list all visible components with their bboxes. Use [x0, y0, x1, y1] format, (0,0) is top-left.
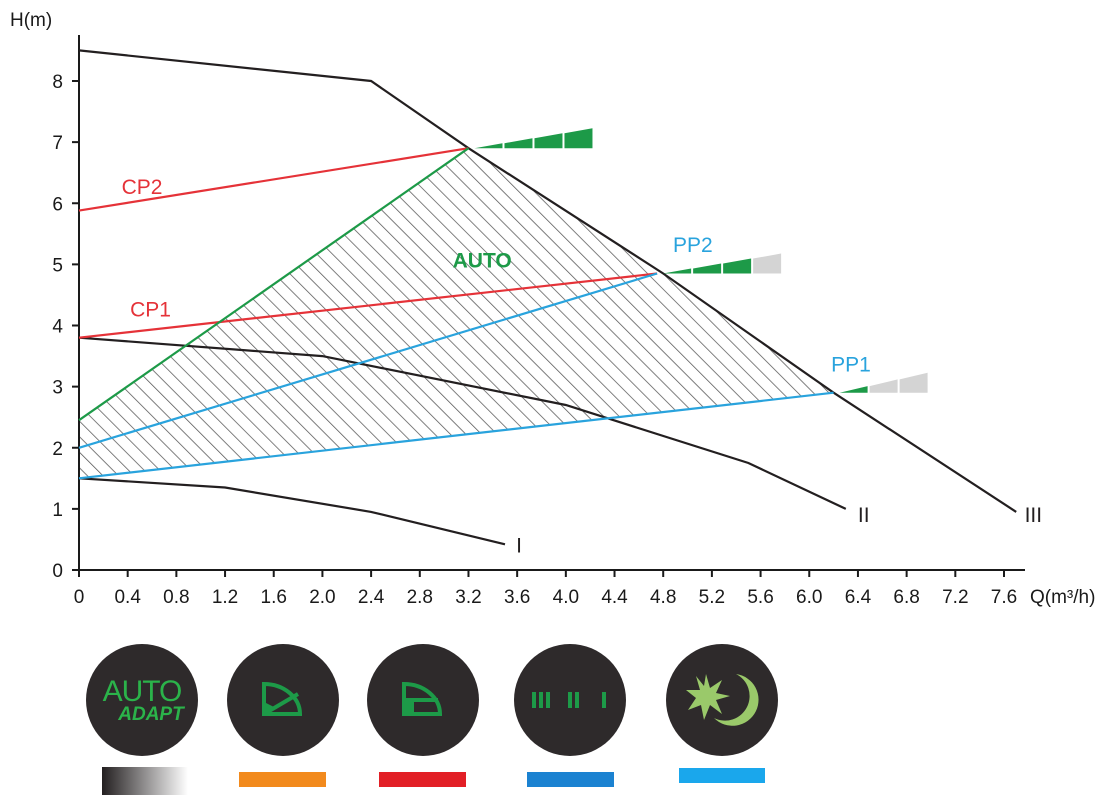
pump-curve-chart: 0 0.4 0.8 1.2 1.6 2.0 2.4 2.8 3.2 3.6 4.0 4.4 4.8 5.2…: [10, 10, 1095, 608]
x-tick-label: 1.2: [212, 587, 238, 608]
pp1-speed-indicator: [869, 379, 898, 393]
x-tick-label: 0.4: [114, 587, 141, 608]
fixed-speed-button[interactable]: [514, 644, 626, 756]
y-tick-label: 7: [52, 133, 63, 154]
auto-adapt-button[interactable]: AUTO ADAPT: [86, 644, 198, 756]
x-tick-label: 5.2: [699, 587, 725, 608]
curve-label-cp1: CP1: [130, 298, 171, 321]
pp2-speed-indicator: [723, 258, 752, 274]
x-tick-label: 5.6: [747, 587, 773, 608]
curve-label-i: I: [516, 534, 522, 557]
x-tick-label: 6.0: [796, 587, 822, 608]
auto-speed-indicator: [474, 143, 503, 149]
curve-label-cp2: CP2: [122, 176, 163, 199]
proportional-pressure-button[interactable]: [227, 644, 339, 756]
fixed-speed-icon: [532, 692, 606, 708]
x-tick-label: 2.8: [407, 587, 433, 608]
series-line-auto: [78, 147, 470, 422]
auto-speed-indicator: [504, 138, 533, 149]
auto-adapt-color-bar: [102, 767, 188, 795]
x-tick-label: 7.2: [942, 587, 968, 608]
series-line-pp1: [78, 391, 834, 480]
series-line-cp2: [78, 147, 469, 212]
constant-pressure-icon: [402, 681, 443, 716]
proportional-pressure-icon: [262, 681, 303, 716]
x-tick-label: 0: [74, 587, 85, 608]
constant-pressure-color-bar: [379, 772, 466, 787]
auto-adapt-icon: AUTO ADAPT: [100, 674, 184, 725]
x-tick-label: 3.2: [455, 587, 481, 608]
fixed-speed-color-bar: [527, 772, 614, 787]
pp2-speed-indicator: [663, 268, 692, 274]
y-tick-label: 5: [52, 255, 63, 276]
y-tick-label: 6: [52, 194, 63, 215]
y-tick-label: 4: [52, 317, 63, 338]
pp2-speed-indicator: [753, 253, 782, 274]
x-tick-label: 0.8: [163, 587, 189, 608]
x-tick-label: 6.8: [893, 587, 919, 608]
night-mode-button[interactable]: [666, 644, 778, 756]
y-axis-title: H(m): [10, 10, 52, 31]
y-tick-label: 3: [52, 378, 63, 399]
x-tick-label: 4.8: [650, 587, 676, 608]
constant-pressure-button[interactable]: [367, 644, 479, 756]
proportional-pressure-color-bar: [239, 772, 326, 787]
auto-speed-indicator: [564, 128, 593, 149]
y-tick-label: 1: [52, 500, 63, 521]
series-line-pp2: [78, 272, 658, 449]
series-line-iii: [78, 49, 1017, 513]
x-tick-label: 2.0: [309, 587, 335, 608]
curve-label-ii: II: [858, 504, 870, 527]
curve-label-pp2: PP2: [673, 234, 713, 257]
x-tick-label: 4.0: [553, 587, 579, 608]
x-tick-label: 6.4: [845, 587, 872, 608]
curve-label-pp1: PP1: [831, 353, 871, 376]
x-tick-label: 3.6: [504, 587, 530, 608]
series-line-ii: [78, 336, 847, 510]
x-tick-label: 1.6: [261, 587, 287, 608]
pp2-speed-indicator: [693, 263, 722, 274]
pp1-speed-indicator: [899, 372, 928, 393]
y-tick-label: 8: [52, 72, 63, 93]
x-tick-label: 2.4: [358, 587, 385, 608]
pp1-speed-indicator: [839, 386, 868, 393]
y-tick-label: 0: [52, 561, 63, 582]
night-mode-color-bar: [679, 768, 765, 783]
y-tick-label: 2: [52, 439, 63, 460]
night-mode-icon: [686, 674, 759, 726]
curve-label-auto: AUTO: [453, 249, 512, 272]
x-tick-label: 7.6: [991, 587, 1017, 608]
series-line-i: [78, 477, 506, 546]
series-line-cp1: [78, 272, 658, 339]
auto-speed-indicator: [534, 133, 563, 149]
auto-text-main: AUTO: [102, 674, 183, 708]
x-axis-title: Q(m³/h): [1030, 587, 1095, 608]
auto-text-sub: ADAPT: [118, 703, 184, 725]
curve-label-iii: III: [1025, 504, 1043, 527]
x-tick-label: 4.4: [601, 587, 628, 608]
